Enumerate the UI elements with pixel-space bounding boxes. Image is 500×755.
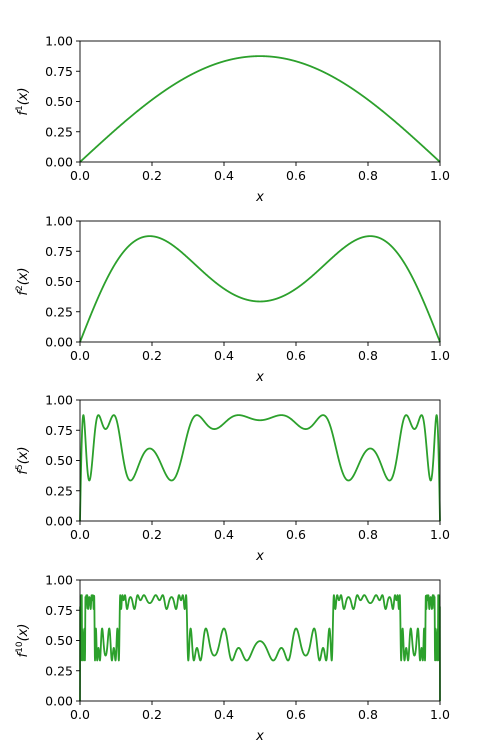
x-tick-label: 0.0: [70, 348, 90, 363]
y-label-function: f: [16, 468, 31, 475]
x-tick-label: 1.0: [430, 707, 450, 722]
y-axis-label: f10(x): [15, 624, 31, 658]
y-tick-label: 1.00: [45, 393, 73, 408]
y-tick-label: 0.75: [45, 423, 73, 438]
x-axis-label: x: [255, 370, 264, 385]
x-axis-label: x: [255, 190, 264, 205]
x-tick-label: 0.4: [214, 527, 234, 542]
x-tick-label: 0.8: [358, 527, 378, 542]
series-line: [79, 414, 441, 522]
y-tick-label: 0.25: [45, 483, 73, 498]
x-tick-label: 0.4: [214, 348, 234, 363]
y-tick-label: 0.00: [45, 694, 73, 709]
y-label-exponent: 2: [15, 285, 25, 291]
y-label-function: f: [16, 289, 31, 296]
x-tick-label: 0.6: [286, 707, 306, 722]
x-tick-label: 0.6: [286, 168, 306, 183]
y-tick-label: 1.00: [45, 34, 73, 49]
y-label-function: f: [16, 650, 31, 657]
y-label-exponent: 10: [15, 641, 25, 653]
y-tick-label: 0.75: [45, 64, 73, 79]
x-tick-label: 0.4: [214, 168, 234, 183]
x-tick-label: 1.0: [430, 348, 450, 363]
x-tick-label: 0.2: [142, 168, 162, 183]
subplot-2: 0.0 0.2 0.4 0.6 0.8 1.0 0.00 0.25 0.50 0.75 1.00 x f…: [15, 214, 450, 386]
y-tick-label: 1.00: [45, 573, 73, 588]
x-tick-label: 0.8: [358, 168, 378, 183]
y-tick-label: 0.75: [45, 244, 73, 259]
y-label-argument: (x): [16, 267, 31, 285]
x-tick-label: 0.8: [358, 348, 378, 363]
axes-frame: [79, 40, 441, 163]
y-tick-label: 0.00: [45, 335, 73, 350]
y-tick-label: 0.50: [45, 633, 73, 648]
x-axis-label: x: [255, 729, 264, 744]
x-tick-label: 0.0: [70, 168, 90, 183]
axes-frame: [79, 220, 441, 343]
y-label-argument: (x): [16, 87, 31, 105]
x-tick-label: 1.0: [430, 527, 450, 542]
y-tick-label: 0.75: [45, 603, 73, 618]
x-axis-label: x: [255, 549, 264, 564]
y-tick-label: 0.50: [45, 94, 73, 109]
y-axis-label: f1(x): [15, 87, 31, 115]
y-tick-label: 0.00: [45, 155, 73, 170]
y-label-argument: (x): [16, 446, 31, 464]
y-tick-label: 1.00: [45, 214, 73, 229]
y-label-argument: (x): [16, 624, 31, 642]
x-tick-label: 0.4: [214, 707, 234, 722]
series-line: [79, 55, 441, 163]
subplot-3: 0.0 0.2 0.4 0.6 0.8 1.0 0.00 0.25 0.50 0.75 1.00 x f…: [15, 393, 450, 565]
subplot-1: 0.0 0.2 0.4 0.6 0.8 1.0 0.00 0.25 0.50 0.75 1.00 x f…: [15, 34, 450, 206]
x-tick-label: 0.2: [142, 707, 162, 722]
x-tick-label: 0.0: [70, 527, 90, 542]
x-tick-label: 0.6: [286, 527, 306, 542]
x-tick-label: 0.6: [286, 348, 306, 363]
y-tick-label: 0.50: [45, 274, 73, 289]
x-tick-label: 0.0: [70, 707, 90, 722]
subplot-4: 0.0 0.2 0.4 0.6 0.8 1.0 0.00 0.25 0.50 0.75 1.00 x f…: [15, 573, 450, 745]
x-tick-label: 0.8: [358, 707, 378, 722]
y-tick-label: 0.00: [45, 514, 73, 529]
y-tick-label: 0.25: [45, 304, 73, 319]
x-tick-label: 0.2: [142, 527, 162, 542]
series-line: [79, 235, 441, 343]
y-label-exponent: 5: [15, 464, 25, 470]
axes-frame: [79, 399, 441, 522]
y-label-exponent: 1: [15, 105, 25, 111]
y-label-function: f: [16, 109, 31, 116]
y-tick-label: 0.50: [45, 453, 73, 468]
x-tick-label: 0.2: [142, 348, 162, 363]
y-tick-label: 0.25: [45, 663, 73, 678]
y-axis-label: f2(x): [15, 267, 31, 295]
y-axis-label: f5(x): [15, 446, 31, 474]
y-tick-label: 0.25: [45, 124, 73, 139]
x-tick-label: 1.0: [430, 168, 450, 183]
series-line: [79, 594, 441, 702]
